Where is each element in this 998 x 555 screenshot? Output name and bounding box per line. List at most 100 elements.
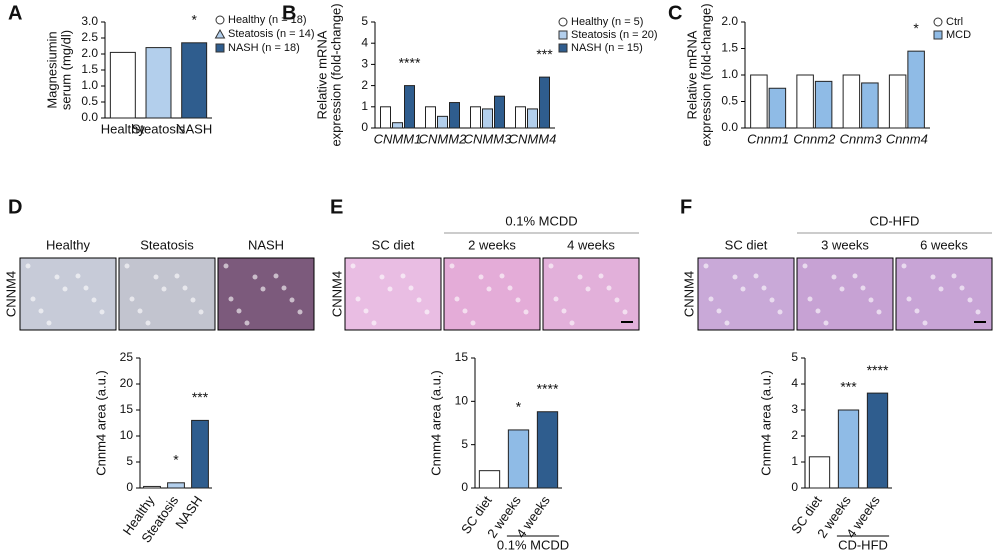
y-tick-label: 5 [791,350,798,364]
x-tick-label: Steatosis [132,121,186,136]
micrograph-texture [930,274,936,280]
micrograph-texture [606,285,612,291]
micrograph-texture [91,297,97,303]
micrograph [344,257,442,331]
micrograph-texture [38,308,44,314]
y-tick-label: 15 [455,350,469,364]
y-tick-label: 1.5 [81,62,98,76]
micrograph-texture [548,263,554,269]
micrograph-texture [174,273,180,279]
micrograph-texture [740,286,746,292]
image-label: Healthy [46,237,91,252]
x-tick-label: Healthy [101,121,146,136]
micrograph-texture [769,297,775,303]
legend-label: NASH (n = 15) [571,42,643,54]
significance: * [516,399,522,415]
legend-marker [558,43,568,53]
micrograph-texture [355,296,361,302]
bar [750,74,768,129]
micrograph-texture [449,263,455,269]
group-label: 0.1% MCDD [497,537,569,552]
bar [478,470,501,489]
y-tick-label: 3 [361,57,368,71]
y-tick-label: 0.0 [81,110,98,124]
y-tick-label: 0 [461,480,468,494]
legend-label: Steatosis (n = 20) [571,29,658,41]
bar [425,106,436,129]
micrograph-texture [470,320,476,326]
micrograph-texture [161,286,167,292]
panel-letter: E [330,196,343,218]
row-label: CNNM4 [681,271,696,317]
micrograph [443,257,541,331]
micrograph-texture [244,320,250,326]
bar [527,108,538,129]
micrograph-texture [761,285,767,291]
legend-label: NASH (n = 18) [228,42,300,54]
micrograph-texture [99,309,105,315]
group-label: CD-HFD [870,213,920,228]
micrograph-texture [182,285,188,291]
legend-label: Healthy (n = 5) [571,16,643,28]
bar [814,80,833,129]
micrograph-texture [938,286,944,292]
micrograph-texture [622,309,628,315]
micrograph-texture [145,320,151,326]
bar [842,74,861,129]
bar [392,122,403,129]
y-tick-label: 2 [361,78,368,92]
micrograph-texture [408,285,414,291]
micrograph-texture [424,309,430,315]
y-axis-label: expression (fold-change) [698,3,713,146]
y-tick-label: 0.5 [721,94,738,108]
micrograph-texture [190,297,196,303]
x-tick-label: CNMM1 [374,131,422,146]
micrograph-texture [236,308,242,314]
legend-marker [933,17,943,27]
micrograph-texture [852,273,858,279]
bar [143,485,161,489]
micrograph [796,257,894,331]
y-tick-label: 0.0 [721,120,738,134]
micrograph-texture [951,273,957,279]
micrograph-texture [454,296,460,302]
y-tick-label: 5 [461,437,468,451]
image-label: 4 weeks [567,237,615,252]
micrograph-texture [515,297,521,303]
micrograph-texture [598,273,604,279]
y-tick-label: 2 [791,428,798,442]
y-tick-label: 0 [791,480,798,494]
micrograph-texture [228,296,234,302]
bar [837,409,860,489]
group-label: 0.1% MCDD [505,213,577,228]
micrograph-texture [914,308,920,314]
micrograph-texture [62,286,68,292]
y-tick-label: 2.5 [81,30,98,44]
legend-marker [215,43,225,53]
micrograph-texture [569,320,575,326]
significance: * [913,20,919,36]
y-axis-label: Cnnm4 area (a.u.) [428,370,443,476]
row-label: CNNM4 [329,271,344,317]
x-tick-label: Cnnm2 [793,131,836,146]
micrograph-texture [379,274,385,280]
micrograph-texture [815,308,821,314]
micrograph-texture [922,320,928,326]
y-tick-label: 1.5 [721,41,738,55]
bar [380,106,391,129]
panel-letter: B [282,2,296,24]
micrograph-texture [30,296,36,302]
bar [907,50,925,129]
micrograph-texture [478,274,484,280]
micrograph-texture [252,274,258,280]
panel-letter: F [680,196,692,218]
micrograph-texture [906,296,912,302]
panel-letter: D [8,196,22,218]
micrograph-texture [75,273,81,279]
micrograph-texture [83,285,89,291]
micrograph-texture [614,297,620,303]
y-tick-label: 2.0 [81,46,98,60]
bar [507,429,530,489]
image-label: 3 weeks [821,237,869,252]
x-tick-label: Cnnm3 [840,131,883,146]
